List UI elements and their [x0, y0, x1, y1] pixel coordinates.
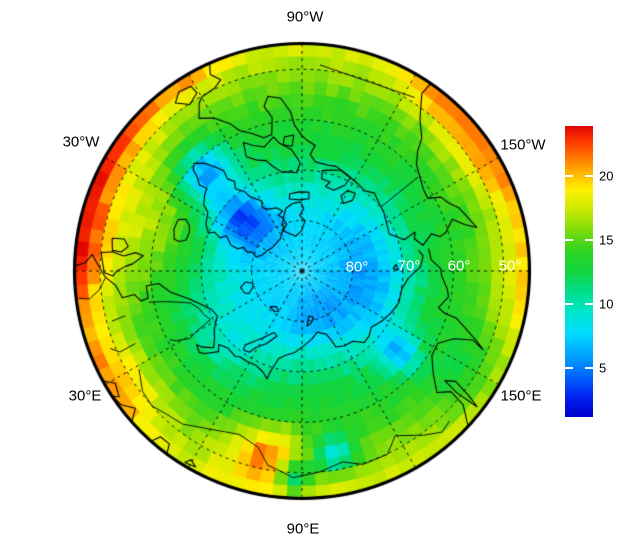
meridian-label-90w: 90°W: [286, 8, 324, 26]
colorbar-tick-mark: [565, 174, 573, 177]
latitude-label-60: 60°: [447, 257, 471, 275]
colorbar-gradient: [565, 126, 593, 417]
latitude-label-50: 50°: [498, 257, 522, 275]
meridian-label-30w: 30°W: [62, 133, 100, 151]
colorbar: 5 10 15 20: [565, 126, 613, 417]
colorbar-tick-mark: [565, 239, 573, 242]
meridian-label-30e: 30°E: [68, 387, 102, 405]
meridian-label-150e: 150°E: [500, 387, 542, 405]
colorbar-tick-mark: [585, 303, 593, 306]
colorbar-tick-mark: [565, 367, 573, 370]
colorbar-tick-label: 10: [599, 296, 614, 312]
colorbar-tick-mark: [585, 367, 593, 370]
colorbar-tick-mark: [585, 174, 593, 177]
colorbar-tick-label: 20: [599, 168, 614, 184]
colorbar-tick-mark: [585, 239, 593, 242]
colorbar-tick-label: 5: [599, 360, 607, 376]
colorbar-tick-label: 15: [599, 232, 614, 248]
meridian-label-150w: 150°W: [500, 136, 546, 154]
latitude-label-80: 80°: [345, 258, 369, 276]
latitude-label-70: 70°: [397, 257, 421, 275]
meridian-label-90e: 90°E: [286, 520, 320, 538]
colorbar-tick-mark: [565, 303, 573, 306]
